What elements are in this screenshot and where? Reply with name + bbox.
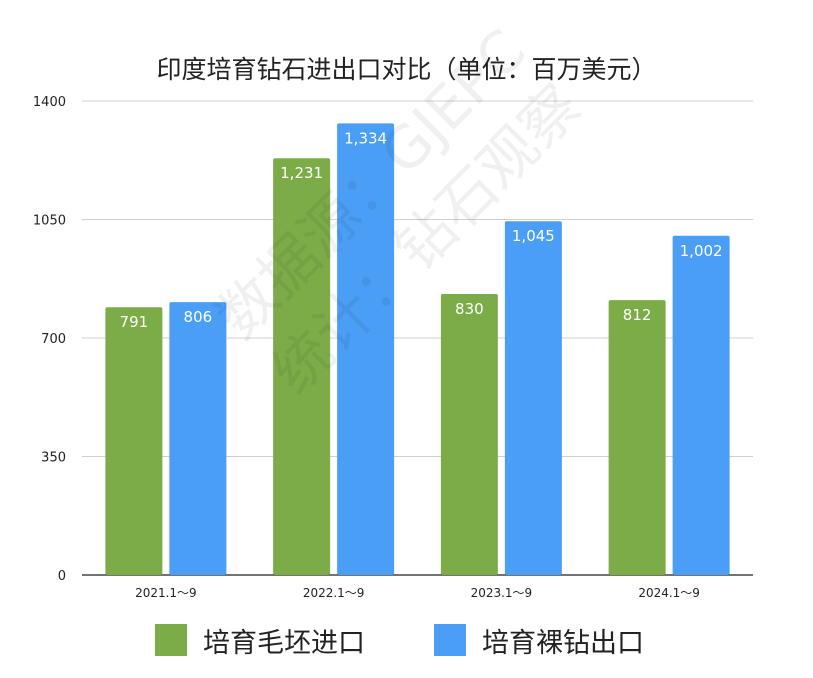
data-label: 1,334 bbox=[344, 129, 387, 147]
x-tick-label: 2024.1～9 bbox=[638, 586, 700, 600]
legend-label-import: 培育毛坯进口 bbox=[203, 627, 365, 659]
data-label: 791 bbox=[120, 313, 149, 331]
bar bbox=[337, 123, 395, 576]
y-tick-label: 1050 bbox=[33, 214, 66, 229]
bar bbox=[169, 302, 227, 575]
x-tick-label: 2022.1～9 bbox=[303, 586, 365, 600]
legend-swatch-import bbox=[155, 624, 187, 656]
legend-item-import: 培育毛坯进口 bbox=[155, 618, 365, 662]
bar bbox=[504, 221, 562, 575]
bar bbox=[440, 293, 498, 575]
bar bbox=[672, 235, 730, 575]
y-tick-label: 350 bbox=[41, 451, 66, 466]
bar bbox=[608, 300, 666, 575]
legend-item-export: 培育裸钻出口 bbox=[434, 618, 644, 662]
bar bbox=[273, 158, 331, 575]
data-label: 830 bbox=[455, 300, 484, 318]
data-label: 1,002 bbox=[680, 242, 723, 260]
data-label: 1,045 bbox=[512, 227, 555, 245]
legend: 培育毛坯进口 培育裸钻出口 bbox=[0, 618, 813, 662]
y-tick-label: 0 bbox=[58, 569, 66, 584]
legend-label-export: 培育裸钻出口 bbox=[482, 627, 644, 659]
data-label: 806 bbox=[184, 308, 213, 326]
x-tick-label: 2023.1～9 bbox=[471, 586, 533, 600]
chart-title: 印度培育钻石进出口对比（单位：百万美元） bbox=[156, 55, 657, 84]
data-label: 812 bbox=[623, 306, 652, 324]
y-tick-label: 1400 bbox=[33, 95, 66, 110]
x-tick-label: 2021.1～9 bbox=[135, 586, 197, 600]
y-tick-label: 700 bbox=[41, 332, 66, 347]
data-label: 1,231 bbox=[280, 164, 323, 182]
legend-swatch-export bbox=[434, 624, 466, 656]
bar bbox=[105, 307, 163, 575]
